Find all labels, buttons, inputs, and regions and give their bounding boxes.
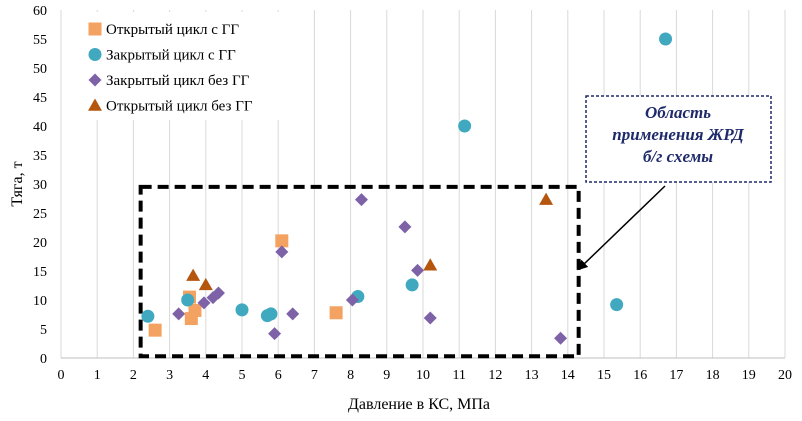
callout-text-line: применения ЖРД <box>612 125 745 144</box>
data-point-square <box>148 323 162 337</box>
x-tick-label: 16 <box>633 368 647 383</box>
x-tick-label: 18 <box>706 368 720 383</box>
x-tick-label: 15 <box>597 368 611 383</box>
x-tick-label: 17 <box>669 368 683 383</box>
legend-marker-square <box>88 22 102 36</box>
data-points <box>141 32 673 345</box>
y-tick-label: 45 <box>33 91 47 106</box>
x-tick-label: 11 <box>452 368 465 383</box>
y-tick-label: 10 <box>33 294 47 309</box>
data-point-diamond <box>423 311 437 325</box>
y-axis-title: Тяга, т <box>9 161 26 206</box>
y-tick-label: 30 <box>33 178 47 193</box>
data-point-square <box>329 306 343 320</box>
application-region <box>138 184 581 359</box>
data-point-diamond <box>354 193 368 207</box>
data-point-circle <box>458 119 472 133</box>
data-point-circle <box>235 303 249 317</box>
callout-arrow <box>577 185 666 271</box>
y-tick-label: 55 <box>33 33 47 48</box>
data-point-diamond <box>211 286 225 300</box>
x-tick-label: 4 <box>202 368 209 383</box>
y-tick-label: 0 <box>40 352 47 367</box>
data-point-diamond <box>275 245 289 259</box>
y-tick-label: 15 <box>33 265 47 280</box>
callout-text-line: Область <box>645 103 711 122</box>
data-point-diamond <box>411 263 425 277</box>
data-point-circle <box>181 293 195 307</box>
y-tick-label: 25 <box>33 207 47 222</box>
callout: Область применения ЖРД б/г схемы <box>577 95 772 271</box>
x-tick-label: 13 <box>525 368 539 383</box>
data-point-diamond <box>286 307 300 321</box>
legend-entry-label: Закрытый цикл без ГГ <box>106 73 250 89</box>
data-point-circle <box>659 32 673 46</box>
data-point-diamond <box>197 296 211 310</box>
data-point-diamond <box>554 331 568 345</box>
y-tick-label: 40 <box>33 120 47 135</box>
data-point-diamond <box>345 293 359 307</box>
y-tick-label: 20 <box>33 236 47 251</box>
data-point-circle <box>610 298 624 312</box>
legend-background <box>70 12 292 120</box>
x-tick-label: 1 <box>94 368 101 383</box>
data-point-diamond <box>398 220 412 234</box>
y-tick-label: 60 <box>33 4 47 19</box>
x-tick-label: 6 <box>275 368 282 383</box>
callout-box <box>585 95 772 183</box>
x-axis-title: Давление в КС, МПа <box>348 396 490 413</box>
y-tick-label: 35 <box>33 149 47 164</box>
data-point-diamond <box>172 307 186 321</box>
x-tick-label: 2 <box>130 368 137 383</box>
data-point-triangle <box>423 258 438 271</box>
data-point-circle <box>405 278 419 292</box>
legend-entry-label: Закрытый цикл с ГГ <box>106 48 236 64</box>
x-tick-label: 0 <box>58 368 65 383</box>
data-point-triangle <box>186 268 201 281</box>
y-tick-label: 50 <box>33 62 47 77</box>
data-point-triangle <box>539 192 554 205</box>
legend-entry-label: Открытый цикл с ГГ <box>106 22 239 38</box>
callout-text-line: б/г схемы <box>643 147 713 166</box>
application-region-box <box>138 184 581 359</box>
data-point-diamond <box>268 327 282 341</box>
legend-entry-label: Открытый цикл без ГГ <box>106 99 253 115</box>
legend-marker-triangle <box>88 98 102 111</box>
x-tick-label: 19 <box>742 368 756 383</box>
axes: 0 1 2 3 4 5 6 7 8 9 10 11 12 13 14 15 16 17 18 19 2005101520… <box>9 4 792 413</box>
data-point-circle <box>141 309 155 323</box>
data-point-circle <box>264 307 278 321</box>
x-tick-label: 8 <box>347 368 354 383</box>
x-tick-label: 14 <box>561 368 575 383</box>
x-tick-label: 10 <box>416 368 430 383</box>
legend: Открытый цикл с ГГ Закрытый цикл с ГГ Закр… <box>70 12 292 120</box>
x-tick-label: 3 <box>166 368 173 383</box>
x-tick-label: 5 <box>239 368 246 383</box>
y-tick-label: 5 <box>40 323 47 338</box>
x-tick-label: 7 <box>311 368 318 383</box>
x-tick-label: 12 <box>488 368 502 383</box>
x-tick-label: 9 <box>383 368 390 383</box>
legend-marker-diamond <box>88 73 102 87</box>
data-point-square <box>188 303 202 317</box>
data-point-square <box>275 234 289 248</box>
legend-marker-circle <box>88 48 102 61</box>
x-tick-label: 20 <box>778 368 792 383</box>
data-point-triangle <box>198 277 213 291</box>
